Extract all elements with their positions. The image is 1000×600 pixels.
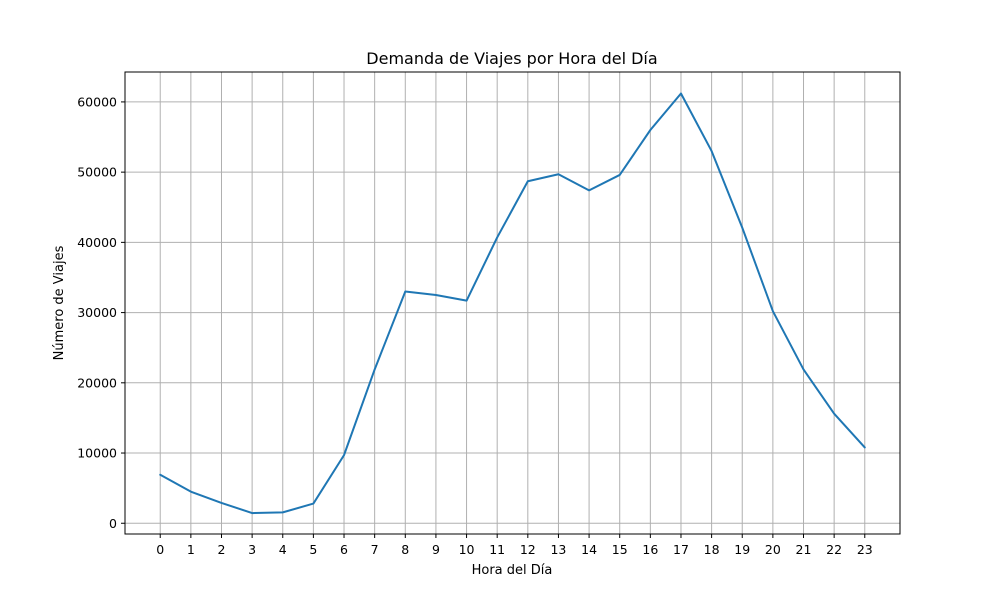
x-tick-label: 21 <box>796 542 812 557</box>
x-tick-label: 3 <box>248 542 256 557</box>
x-tick-label: 17 <box>673 542 689 557</box>
y-tick-label: 40000 <box>77 235 117 250</box>
y-tick-label: 10000 <box>77 446 117 461</box>
y-tick-label: 20000 <box>77 375 117 390</box>
chart-title: Demanda de Viajes por Hora del Día <box>366 49 657 68</box>
y-tick-label: 30000 <box>77 305 117 320</box>
y-axis-ticks: 0 10000 20000 30000 40000 50000 60000 <box>77 94 125 531</box>
x-tick-label: 6 <box>340 542 348 557</box>
y-tick-label: 50000 <box>77 165 117 180</box>
x-tick-label: 15 <box>612 542 628 557</box>
x-tick-label: 5 <box>309 542 317 557</box>
x-tick-label: 18 <box>704 542 720 557</box>
x-tick-label: 16 <box>642 542 658 557</box>
x-tick-label: 4 <box>279 542 287 557</box>
x-tick-label: 22 <box>826 542 842 557</box>
x-tick-label: 7 <box>371 542 379 557</box>
x-tick-label: 0 <box>156 542 164 557</box>
x-tick-label: 11 <box>489 542 505 557</box>
x-axis-ticks: 0 1 2 3 4 5 6 7 8 9 10 11 12 13 14 15 16 17 18 19 20 21 22 23 <box>156 534 873 557</box>
x-tick-label: 1 <box>187 542 195 557</box>
x-tick-label: 14 <box>581 542 597 557</box>
x-tick-label: 23 <box>857 542 873 557</box>
y-tick-label: 60000 <box>77 94 117 109</box>
x-tick-label: 10 <box>459 542 475 557</box>
y-tick-label: 0 <box>109 516 117 531</box>
plot-area-frame <box>124 71 901 535</box>
x-tick-label: 19 <box>734 542 750 557</box>
x-axis-label: Hora del Día <box>472 563 553 578</box>
x-tick-label: 2 <box>218 542 226 557</box>
y-axis-label: Número de Viajes <box>52 245 67 360</box>
x-tick-label: 12 <box>520 542 536 557</box>
x-tick-label: 20 <box>765 542 781 557</box>
series-line <box>159 92 866 515</box>
x-tick-label: 13 <box>550 542 566 557</box>
grid <box>125 72 900 534</box>
x-tick-label: 8 <box>401 542 409 557</box>
x-tick-label: 9 <box>432 542 440 557</box>
